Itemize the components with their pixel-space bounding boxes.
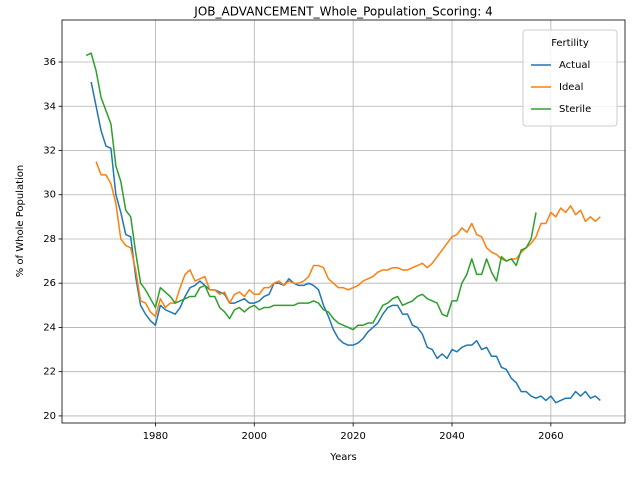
y-tick-label: 28 <box>43 234 56 245</box>
legend-box <box>522 29 618 127</box>
x-tick-label: 2020 <box>340 431 365 442</box>
y-tick-label: 26 <box>43 278 56 289</box>
chart-title: JOB_ADVANCEMENT_Whole_Population_Scoring… <box>193 5 492 19</box>
y-tick-label: 24 <box>43 322 56 333</box>
x-tick-label: 2060 <box>538 431 563 442</box>
y-tick-label: 20 <box>43 411 56 422</box>
legend-label: Sterile <box>559 104 591 115</box>
y-tick-label: 36 <box>43 57 56 68</box>
x-tick-label: 2040 <box>439 431 464 442</box>
legend-title: Fertility <box>551 38 589 49</box>
legend-label: Ideal <box>559 82 583 93</box>
y-tick-label: 22 <box>43 367 56 378</box>
x-tick-label: 2000 <box>242 431 267 442</box>
line <box>85 52 537 331</box>
x-tick-label: 1980 <box>143 431 168 442</box>
line <box>95 161 601 318</box>
y-tick-label: 34 <box>43 101 56 112</box>
line <box>90 81 601 404</box>
legend: Fertility Actual Ideal Sterile <box>522 29 618 127</box>
y-tick-label: 32 <box>43 145 56 156</box>
legend-label: Actual <box>559 60 590 71</box>
y-tick-label: 30 <box>43 190 56 201</box>
plot-frame <box>61 19 626 424</box>
x-axis-label: Years <box>329 452 356 463</box>
y-axis-label: % of Whole Population <box>15 165 26 278</box>
